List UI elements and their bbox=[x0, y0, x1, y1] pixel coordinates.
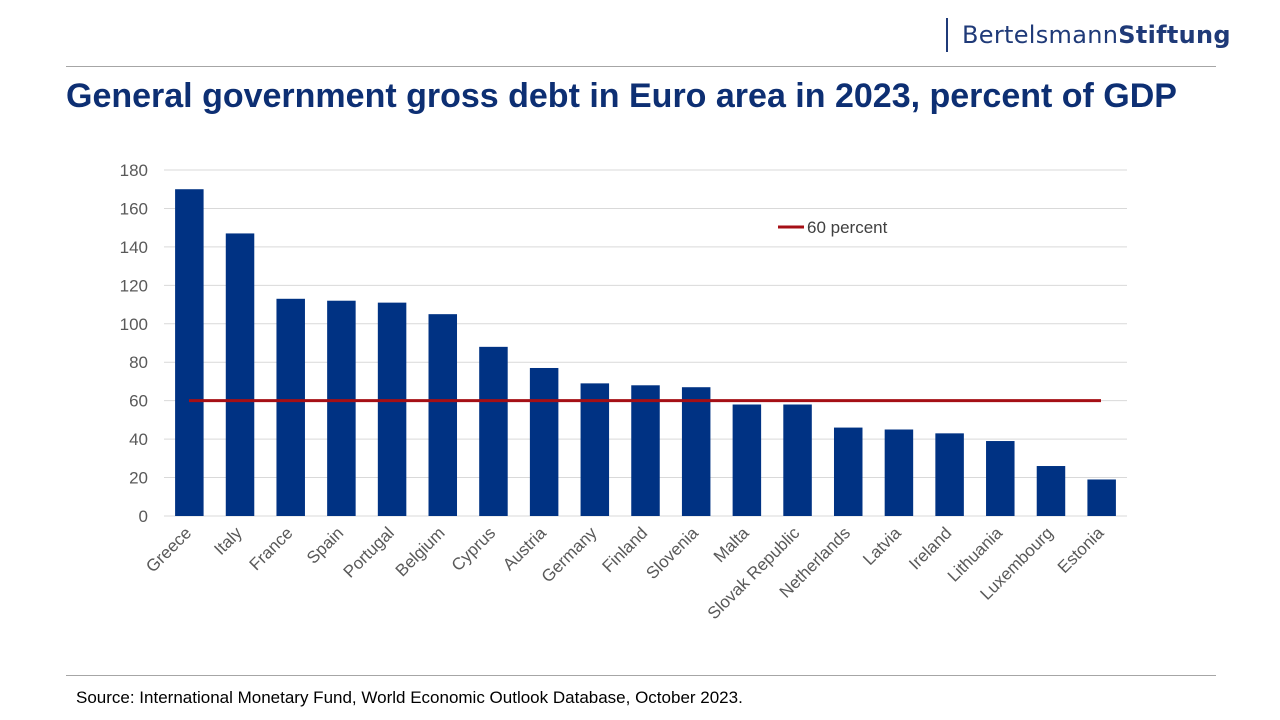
bar-finland bbox=[631, 385, 660, 516]
source-note: Source: International Monetary Fund, Wor… bbox=[76, 688, 743, 707]
x-tick-label: France bbox=[246, 523, 297, 574]
bottom-divider bbox=[66, 675, 1216, 676]
bar-netherlands bbox=[833, 427, 863, 516]
x-tick-label: Slovenia bbox=[642, 523, 702, 583]
y-tick-label: 20 bbox=[129, 469, 148, 488]
bar-latvia bbox=[884, 429, 914, 516]
y-tick-label: 60 bbox=[129, 392, 148, 411]
bar-austria bbox=[529, 367, 559, 516]
y-tick-label: 160 bbox=[120, 199, 148, 218]
y-tick-label: 40 bbox=[129, 430, 148, 449]
x-tick-label: Cyprus bbox=[448, 523, 500, 575]
logo-text-bold: Stiftung bbox=[1118, 21, 1231, 49]
logo-text-regular: Bertelsmann bbox=[962, 21, 1119, 49]
x-tick-label: Portugal bbox=[340, 523, 398, 581]
bar-estonia bbox=[1087, 479, 1116, 516]
y-tick-label: 120 bbox=[120, 276, 148, 295]
bar-malta bbox=[732, 404, 762, 516]
x-tick-label: Greece bbox=[142, 523, 195, 576]
y-tick-label: 0 bbox=[139, 507, 148, 526]
x-tick-label: Slovak Republic bbox=[704, 523, 804, 623]
x-tick-label: Germany bbox=[538, 523, 601, 586]
x-tick-label: Estonia bbox=[1054, 523, 1108, 577]
bar-france bbox=[276, 298, 305, 516]
y-tick-label: 140 bbox=[120, 238, 148, 257]
bar-chart: 0 20 40 60 80 100 120 140 160 180 Greece Italy Franc… bbox=[120, 161, 1127, 623]
bar-luxembourg bbox=[1036, 466, 1066, 516]
bar-belgium bbox=[428, 314, 458, 516]
x-tick-label: Ireland bbox=[905, 523, 955, 573]
y-tick-label: 80 bbox=[129, 353, 148, 372]
bar-greece bbox=[175, 189, 204, 516]
bar-slovak-republic bbox=[783, 404, 812, 516]
x-tick-label: Belgium bbox=[392, 523, 449, 580]
x-tick-label: Malta bbox=[710, 523, 753, 566]
bar-lithuania bbox=[986, 441, 1015, 516]
bar-italy bbox=[225, 233, 255, 516]
y-tick-label: 100 bbox=[120, 315, 148, 334]
bar-ireland bbox=[935, 433, 964, 516]
legend-label: 60 percent bbox=[807, 218, 888, 237]
x-tick-label: Spain bbox=[303, 523, 347, 567]
chart-title: General government gross debt in Euro ar… bbox=[66, 77, 1177, 115]
bar-cyprus bbox=[479, 346, 508, 516]
bar-portugal bbox=[377, 302, 407, 516]
y-tick-label: 180 bbox=[120, 161, 148, 180]
x-tick-label: Latvia bbox=[859, 523, 905, 569]
x-tick-label: Italy bbox=[210, 523, 246, 559]
bertelsmann-stiftung-logo: BertelsmannStiftung bbox=[946, 18, 1231, 52]
bar-slovenia bbox=[681, 387, 711, 516]
bar-germany bbox=[580, 383, 610, 516]
top-divider bbox=[66, 66, 1216, 67]
bar-spain bbox=[327, 300, 356, 516]
